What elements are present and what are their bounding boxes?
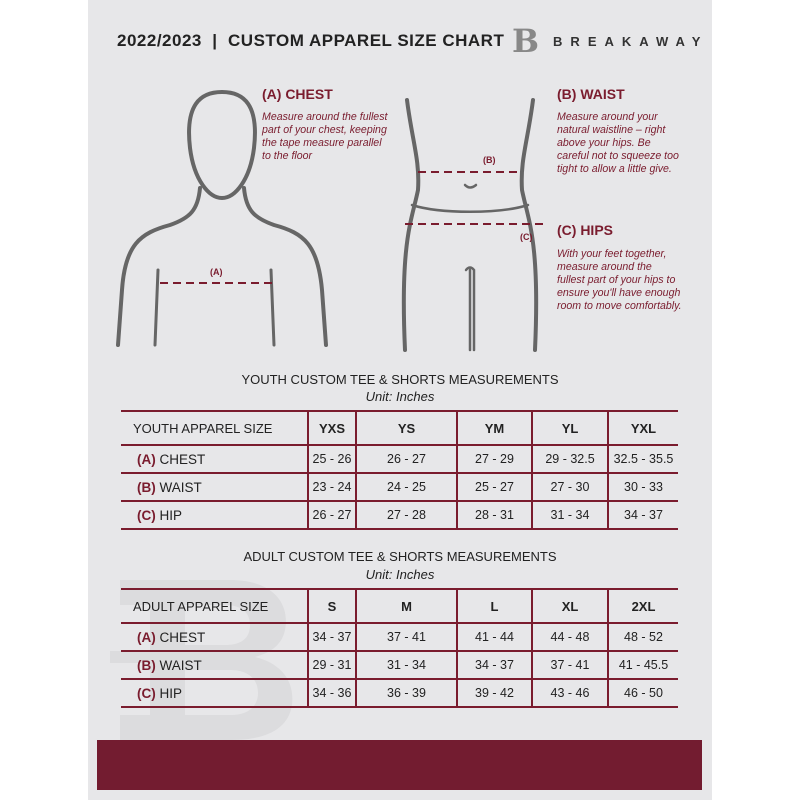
size-header: YM (456, 410, 532, 446)
cell: 34 - 37 (456, 650, 532, 680)
body-illustrations (116, 89, 545, 352)
waist-marker: (B) (483, 155, 496, 165)
cell: 28 - 31 (456, 500, 532, 530)
cell: 44 - 48 (531, 622, 608, 652)
cell: 32.5 - 35.5 (607, 444, 678, 474)
row-label: (A) CHEST (121, 444, 308, 474)
lower-body-figure (401, 98, 539, 352)
size-header: YXL (607, 410, 678, 446)
adult-size-table: ADULT APPAREL SIZE S M L XL 2XL (A) CHES… (121, 588, 678, 708)
chest-marker: (A) (210, 267, 223, 277)
size-header: S (307, 588, 356, 624)
cell: 34 - 36 (307, 678, 356, 708)
cell: 26 - 27 (355, 444, 457, 474)
cell: 36 - 39 (355, 678, 457, 708)
size-header: XL (531, 588, 608, 624)
cell: 24 - 25 (355, 472, 457, 502)
table-row: (B) WAIST 23 - 24 24 - 25 25 - 27 27 - 30 30 … (121, 472, 678, 502)
cell: 43 - 46 (531, 678, 608, 708)
row-label: (C) HIP (121, 678, 308, 708)
size-label: YOUTH APPAREL SIZE (121, 410, 308, 446)
logo-icon: B (512, 22, 540, 60)
cell: 29 - 31 (307, 650, 356, 680)
cell: 25 - 27 (456, 472, 532, 502)
table-row: (C) HIP 34 - 36 36 - 39 39 - 42 43 - 46 46 - … (121, 678, 678, 708)
hips-heading: (C) HIPS (557, 222, 613, 238)
size-label: ADULT APPAREL SIZE (121, 588, 308, 624)
table-row: (B) WAIST 29 - 31 31 - 34 34 - 37 37 - 41 41 … (121, 650, 678, 680)
cell: 34 - 37 (307, 622, 356, 652)
cell: 27 - 29 (456, 444, 532, 474)
cell: 29 - 32.5 (531, 444, 608, 474)
row-label: (B) WAIST (121, 472, 308, 502)
cell: 48 - 52 (607, 622, 678, 652)
row-label: (B) WAIST (121, 650, 308, 680)
hips-description: With your feet together, measure around … (557, 248, 682, 312)
adult-unit: Unit: Inches (365, 567, 435, 582)
cell: 39 - 42 (456, 678, 532, 708)
table-header-row: YOUTH APPAREL SIZE YXS YS YM YL YXL (121, 410, 678, 446)
row-label: (A) CHEST (121, 622, 308, 652)
cell: 41 - 45.5 (607, 650, 678, 680)
cell: 37 - 41 (531, 650, 608, 680)
cell: 34 - 37 (607, 500, 678, 530)
adult-table-title: ADULT CUSTOM TEE & SHORTS MEASUREMENTS (243, 549, 557, 564)
cell: 30 - 33 (607, 472, 678, 502)
size-header: M (355, 588, 457, 624)
hip-marker: (C) (520, 232, 533, 242)
chest-description: Measure around the fullest part of your … (262, 111, 388, 162)
size-header: 2XL (607, 588, 678, 624)
cell: 37 - 41 (355, 622, 457, 652)
size-header: L (456, 588, 532, 624)
cell: 27 - 28 (355, 500, 457, 530)
chest-heading: (A) CHEST (262, 86, 333, 102)
table-row: (C) HIP 26 - 27 27 - 28 28 - 31 31 - 34 34 - … (121, 500, 678, 530)
waist-heading: (B) WAIST (557, 86, 625, 102)
row-label: (C) HIP (121, 500, 308, 530)
cell: 46 - 50 (607, 678, 678, 708)
table-header-row: ADULT APPAREL SIZE S M L XL 2XL (121, 588, 678, 624)
cell: 26 - 27 (307, 500, 356, 530)
table-row: (A) CHEST 25 - 26 26 - 27 27 - 29 29 - 32.5 3… (121, 444, 678, 474)
size-header: YXS (307, 410, 356, 446)
cell: 41 - 44 (456, 622, 532, 652)
cell: 31 - 34 (531, 500, 608, 530)
size-header: YL (531, 410, 608, 446)
page-title: 2022/2023 | CUSTOM APPAREL SIZE CHART (117, 31, 505, 50)
table-row: (A) CHEST 34 - 37 37 - 41 41 - 44 44 - 48 48 … (121, 622, 678, 652)
brand-name: BREAKAWAY (553, 33, 709, 49)
cell: 27 - 30 (531, 472, 608, 502)
cell: 23 - 24 (307, 472, 356, 502)
footer-bar (97, 740, 702, 790)
youth-size-table: YOUTH APPAREL SIZE YXS YS YM YL YXL (A) … (121, 410, 678, 530)
cell: 31 - 34 (355, 650, 457, 680)
youth-table-title: YOUTH CUSTOM TEE & SHORTS MEASUREMENTS (241, 372, 559, 387)
youth-unit: Unit: Inches (365, 389, 435, 404)
cell: 25 - 26 (307, 444, 356, 474)
waist-description: Measure around your natural waistline – … (557, 111, 679, 175)
brand-logo: B BREAKAWAY (512, 22, 709, 60)
size-header: YS (355, 410, 457, 446)
